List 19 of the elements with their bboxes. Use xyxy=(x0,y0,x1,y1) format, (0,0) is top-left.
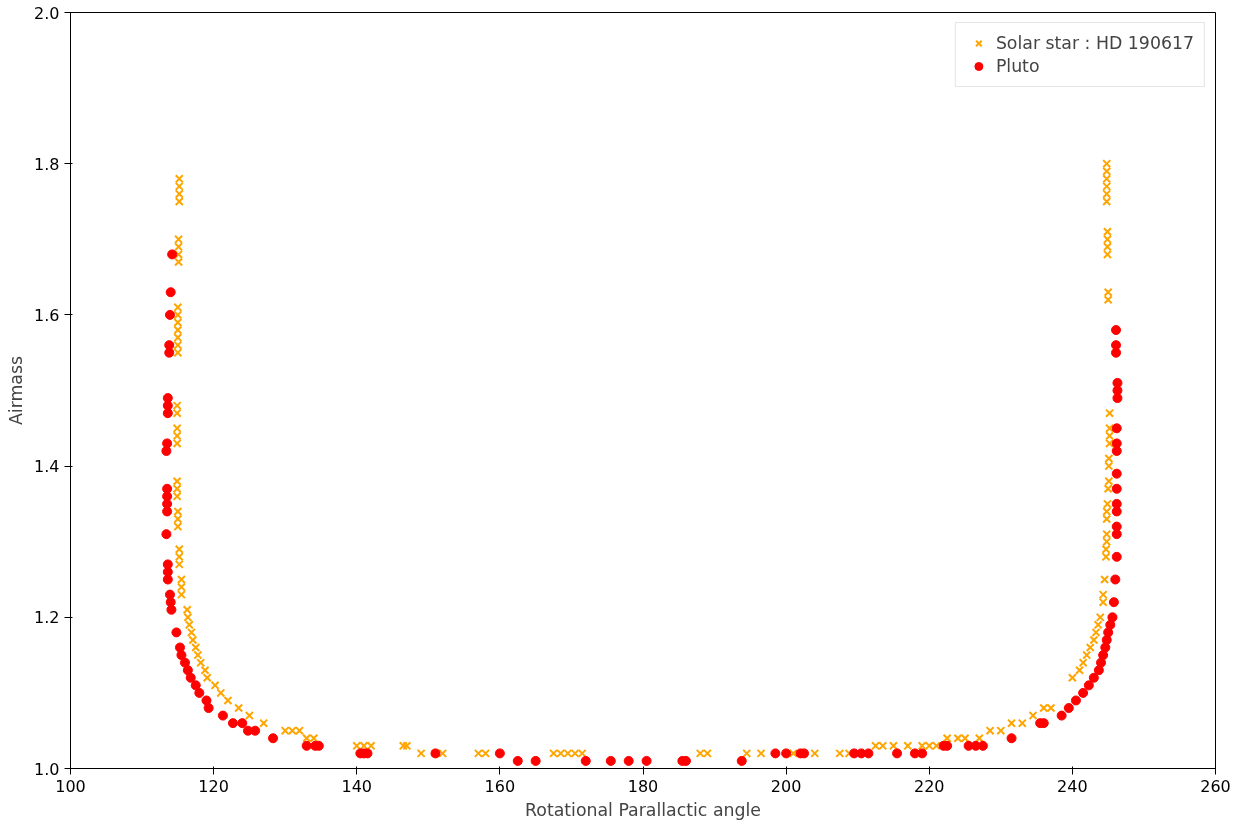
x-tick-label: 220 xyxy=(913,776,945,796)
y-tick-label: 1.6 xyxy=(34,305,60,325)
y-tick-label: 1.8 xyxy=(34,154,60,174)
y-tick-label: 1.4 xyxy=(34,457,60,477)
x-tick-label: 100 xyxy=(55,776,86,796)
x-axis-title: Rotational Parallactic angle xyxy=(525,799,761,820)
y-tick-label: 1.0 xyxy=(34,759,60,779)
x-tick-label: 160 xyxy=(484,776,516,796)
x-tick-label: 140 xyxy=(341,776,373,796)
x-tick-label: 180 xyxy=(627,776,659,796)
x-tick-label: 200 xyxy=(770,776,802,796)
legend-label: Solar star : HD 190617 xyxy=(995,33,1194,53)
legend-label: Pluto xyxy=(995,56,1040,76)
y-tick-label: 2.0 xyxy=(34,3,60,23)
x-tick-label: 240 xyxy=(1057,776,1088,796)
x-tick-label: 120 xyxy=(198,776,229,796)
x-tick-label: 260 xyxy=(1200,776,1231,796)
y-axis-title: Airmass xyxy=(6,355,27,426)
y-tick-label: 1.2 xyxy=(34,608,60,628)
